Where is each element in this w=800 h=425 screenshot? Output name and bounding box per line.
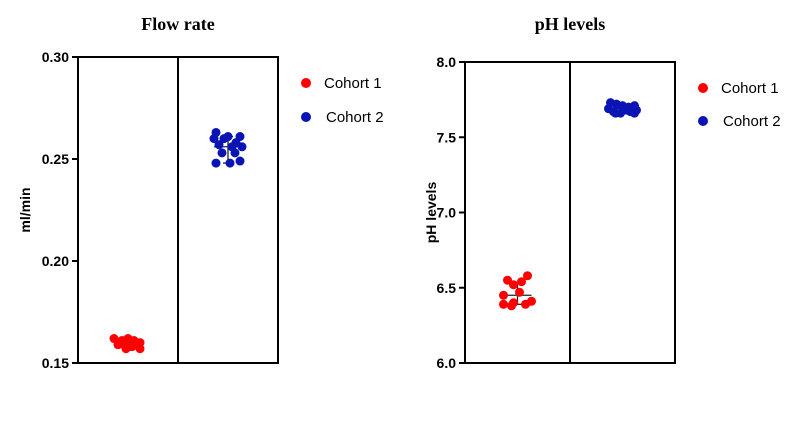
y-tick-label: 6.5: [437, 280, 457, 296]
y-tick-label: 0.25: [42, 151, 69, 167]
y-axis-label: pH levels: [423, 182, 439, 244]
data-point: [219, 134, 229, 144]
data-point: [611, 108, 620, 118]
legend-marker: [698, 116, 708, 126]
y-tick-label: 0.20: [42, 253, 69, 269]
data-point: [235, 156, 245, 166]
data-point: [217, 148, 227, 158]
data-point: [113, 340, 123, 350]
y-tick-label: 7.0: [437, 205, 457, 221]
ph-levels-chart: pH levels pH levels 6.0 6.5 7.0 7.5 8.0 Cohort …: [423, 14, 781, 371]
data-point: [211, 158, 221, 168]
legend-label: Cohort 2: [326, 109, 384, 126]
data-point: [225, 158, 235, 168]
legend-marker: [301, 78, 311, 88]
data-point: [521, 299, 530, 309]
data-point: [509, 280, 518, 290]
legend-label: Cohort 2: [723, 113, 781, 130]
data-point: [507, 301, 516, 311]
chart-title: pH levels: [535, 14, 606, 34]
data-point: [135, 344, 145, 354]
data-point: [237, 142, 247, 152]
data-point: [209, 134, 219, 144]
data-point: [214, 140, 224, 150]
data-point: [515, 287, 524, 297]
flow-rate-chart: Flow rate ml/min 0.15 0.20 0.25 0.30 Cohort 1 C…: [17, 14, 384, 371]
chart-title: Flow rate: [141, 14, 214, 34]
y-axis-label: ml/min: [17, 187, 33, 232]
data-point: [499, 290, 508, 300]
data-point: [517, 277, 526, 287]
y-tick-label: 7.5: [437, 129, 457, 145]
data-point: [127, 342, 137, 352]
y-tick-label: 0.30: [42, 49, 69, 65]
y-tick-label: 8.0: [437, 54, 457, 70]
y-tick-label: 6.0: [437, 355, 457, 371]
y-tick-label: 0.15: [42, 355, 69, 371]
legend-marker: [698, 83, 708, 93]
legend-label: Cohort 1: [721, 80, 779, 97]
data-point: [630, 108, 639, 118]
data-point: [230, 148, 240, 158]
legend-label: Cohort 1: [324, 75, 382, 92]
data-point: [523, 271, 532, 281]
legend-marker: [301, 112, 311, 122]
data-point: [499, 299, 508, 309]
